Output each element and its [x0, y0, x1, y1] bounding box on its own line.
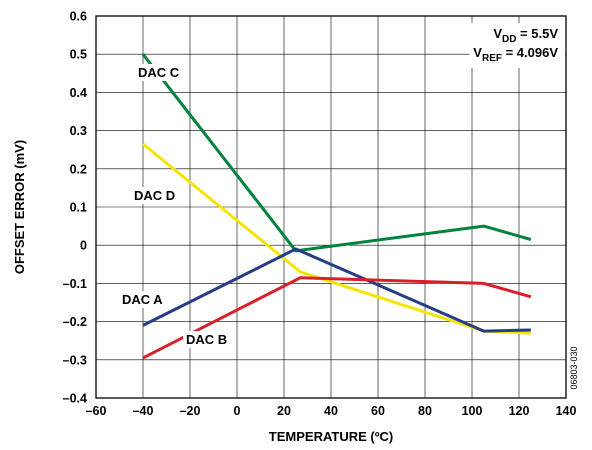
- x-tick-label: 120: [509, 404, 530, 418]
- vdd-value: = 5.5V: [516, 26, 558, 41]
- y-tick-label: 0.1: [70, 201, 87, 215]
- x-axis-title: TEMPERATURE (ºC): [269, 429, 393, 444]
- series-lines: [141, 53, 532, 360]
- x-tick-label: 80: [418, 404, 432, 418]
- series-label-text: DAC C: [138, 65, 180, 80]
- test-conditions: VDD = 5.5V VREF = 4.096V: [469, 23, 565, 68]
- y-tick-label: 0: [80, 239, 87, 253]
- series-label-text: DAC D: [134, 188, 175, 203]
- series-label-background: [183, 331, 231, 348]
- x-tick-label: 100: [462, 404, 483, 418]
- series-label-dac-c: DAC C: [135, 64, 183, 81]
- y-tick-label: –0.2: [63, 315, 87, 329]
- series-label-text: DAC A: [122, 292, 163, 307]
- x-tick-label: 60: [371, 404, 385, 418]
- vref-value: = 4.096V: [502, 45, 558, 60]
- x-tick-label: –40: [133, 404, 154, 418]
- series-label-text: DAC B: [186, 332, 227, 347]
- gridlines: [96, 16, 566, 398]
- vref-condition: VREF = 4.096V: [473, 45, 558, 64]
- vref-symbol: V: [473, 45, 482, 60]
- y-tick-label: –0.1: [63, 277, 87, 291]
- series-label-background: [119, 291, 167, 308]
- tick-labels: –60 –40 –20 0 20 40 60 80 100 120 140 –0.4 –0.3 –0.2 –…: [63, 10, 577, 419]
- y-tick-label: 0.2: [70, 162, 87, 176]
- x-tick-label: –20: [180, 404, 201, 418]
- x-tick-label: 20: [277, 404, 291, 418]
- x-tick-label: 40: [324, 404, 338, 418]
- series-label-dac-b: DAC B: [183, 331, 231, 348]
- x-tick-label: 140: [556, 404, 577, 418]
- vdd-symbol: V: [493, 26, 502, 41]
- series-line-dac-d: [142, 142, 531, 335]
- series-label-background: [135, 64, 183, 81]
- y-axis-title: OFFSET ERROR (mV): [12, 140, 27, 274]
- x-tick-label: 0: [234, 404, 241, 418]
- y-tick-label: –0.4: [63, 392, 87, 406]
- y-tick-label: 0.5: [70, 48, 87, 62]
- series-line-dac-b: [142, 276, 532, 360]
- vdd-subscript: DD: [502, 34, 516, 45]
- series-label-dac-d: DAC D: [131, 187, 179, 204]
- series-line-dac-a: [142, 247, 531, 333]
- conditions-background: [469, 23, 565, 68]
- y-tick-label: 0.6: [70, 10, 87, 24]
- vdd-condition: VDD = 5.5V: [493, 26, 558, 45]
- series-labels: DAC C DAC D DAC A DAC B: [119, 64, 231, 348]
- series-line-dac-c: [141, 53, 532, 253]
- y-tick-label: 0.4: [70, 86, 87, 100]
- x-tick-label: –60: [86, 404, 107, 418]
- series-label-background: [131, 187, 179, 204]
- figure-id: 06803-030: [569, 346, 579, 389]
- y-tick-label: 0.3: [70, 124, 87, 138]
- series-label-dac-a: DAC A: [119, 291, 167, 308]
- plot-frame: [95, 15, 567, 399]
- y-tick-label: –0.3: [63, 353, 87, 367]
- vref-subscript: REF: [482, 53, 502, 64]
